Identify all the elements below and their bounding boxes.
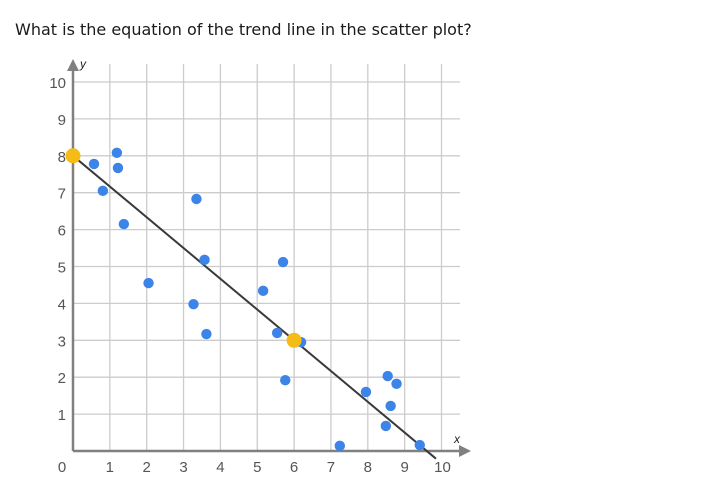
x-tick-label: 1 [106, 459, 114, 476]
x-tick-label: 10 [434, 459, 451, 476]
tick-labels: 0 1 2 3 4 5 6 7 8 9 10 1 2 3 4 5 6 7 8 9 10 [49, 75, 451, 476]
data-point [380, 420, 392, 432]
x-tick-label: 6 [290, 459, 298, 476]
x-tick-label: 0 [58, 459, 66, 476]
data-point [188, 298, 199, 310]
x-tick-label: 9 [400, 459, 408, 476]
data-point [88, 158, 100, 170]
highlighted-point [65, 148, 81, 164]
y-tick-label: 8 [58, 149, 66, 166]
x-axis-arrow-icon [459, 445, 471, 457]
x-tick-label: 3 [179, 459, 187, 476]
data-point [257, 285, 269, 297]
highlighted-point [286, 332, 302, 348]
y-axis-arrow-icon [67, 59, 79, 71]
y-tick-label: 6 [58, 223, 66, 240]
data-point [111, 147, 123, 159]
data-point [143, 277, 154, 289]
y-tick-label: 1 [58, 407, 66, 424]
trend-line [72, 155, 437, 460]
x-tick-label: 7 [327, 459, 335, 476]
axes: x y [67, 57, 471, 457]
data-point [271, 327, 283, 339]
data-point [385, 400, 396, 412]
y-tick-label: 9 [58, 112, 66, 129]
y-tick-label: 2 [58, 370, 66, 387]
data-point [201, 328, 212, 340]
data-point [414, 439, 425, 451]
x-tick-label: 4 [216, 459, 224, 476]
data-point [391, 378, 402, 390]
data-point [277, 256, 289, 268]
y-axis-label: y [79, 57, 87, 71]
grid-lines [73, 64, 460, 451]
data-point [118, 218, 130, 230]
data-points [65, 147, 425, 452]
data-point [280, 374, 291, 386]
x-tick-label: 8 [364, 459, 372, 476]
data-point [360, 386, 372, 398]
y-tick-label: 10 [49, 75, 66, 92]
trend-line-path [72, 155, 437, 460]
data-point [382, 370, 393, 382]
data-point [97, 185, 109, 197]
x-tick-label: 5 [253, 459, 261, 476]
data-point [199, 254, 210, 266]
y-tick-label: 3 [58, 333, 66, 350]
y-tick-label: 7 [58, 186, 66, 203]
x-axis-label: x [453, 432, 461, 446]
data-point [334, 440, 345, 452]
question-text: What is the equation of the trend line i… [15, 20, 472, 39]
y-tick-label: 5 [58, 260, 66, 277]
data-point [191, 193, 202, 205]
y-tick-label: 4 [58, 296, 66, 313]
data-point [112, 162, 124, 174]
x-tick-label: 2 [143, 459, 151, 476]
